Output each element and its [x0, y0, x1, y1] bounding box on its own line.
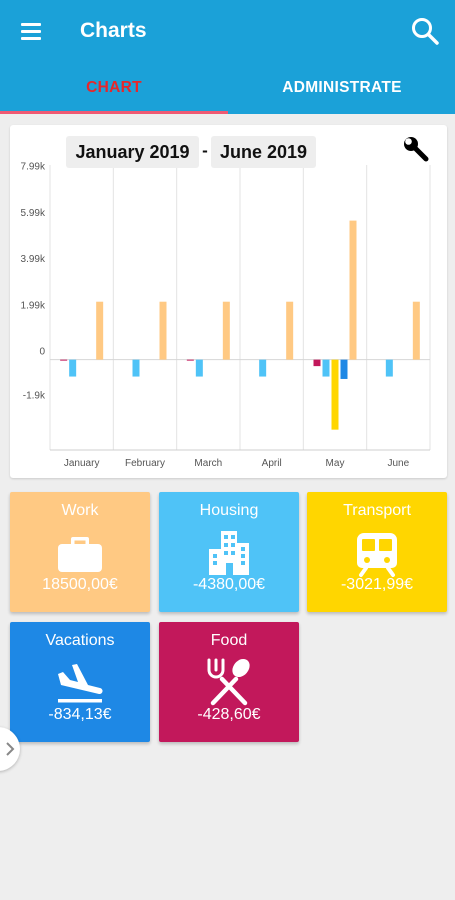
tile-label: Work: [61, 502, 99, 519]
bar-housing-january: [69, 359, 77, 377]
bar-housing-may: [322, 359, 330, 377]
bar-work-may: [349, 220, 357, 360]
tile-amount: 18500,00€: [42, 576, 118, 593]
bar-food-march: [186, 359, 194, 361]
y-tick-label: 1.99k: [21, 301, 46, 312]
bar-vacations-may: [340, 359, 348, 379]
app-title: Charts: [80, 19, 147, 42]
tile-label: Vacations: [45, 632, 115, 649]
fork-spoon-icon: [207, 658, 250, 706]
wrench-icon[interactable]: [402, 135, 432, 165]
bar-work-january: [96, 301, 104, 360]
bar-work-march: [222, 301, 230, 360]
y-tick-label: -1.9k: [23, 391, 46, 402]
tab-administrate[interactable]: ADMINISTRATE: [282, 79, 402, 96]
building-icon: [209, 531, 249, 575]
y-tick-label: 5.99k: [21, 208, 46, 219]
train-icon: [357, 533, 397, 577]
category-tile-work[interactable]: Work 18500,00€: [10, 492, 150, 612]
bar-work-april: [286, 301, 294, 360]
bar-housing-june: [385, 359, 393, 377]
bar-work-june: [412, 301, 420, 360]
tile-amount: -4380,00€: [192, 576, 266, 593]
briefcase-icon: [58, 537, 102, 572]
end-date-selector[interactable]: June 2019: [211, 136, 316, 168]
category-tile-housing[interactable]: Housing -4380,00€: [159, 492, 299, 612]
tile-label: Transport: [343, 502, 411, 519]
chart-card: 7.99k 5.99k 3.99k 1.99k 0 -1.9k January Februar…: [10, 125, 447, 478]
bar-chart: 7.99k 5.99k 3.99k 1.99k 0 -1.9k January Februar…: [21, 162, 431, 469]
x-tick-label: June: [387, 458, 409, 469]
x-tick-label: January: [64, 458, 100, 469]
bar-work-february: [159, 301, 167, 360]
y-tick-label: 0: [39, 347, 45, 358]
airplane-landing-icon: [58, 664, 103, 703]
app-bar: Charts: [0, 0, 455, 62]
bar-transport-may: [331, 359, 339, 430]
tab-bar: CHART ADMINISTRATE: [0, 62, 455, 114]
y-tick-label: 7.99k: [21, 162, 46, 173]
category-tile-transport[interactable]: Transport -3021,99€: [307, 492, 447, 612]
menu-icon[interactable]: [19, 20, 43, 42]
chevron-right-icon: [6, 742, 15, 756]
date-range-separator: -: [202, 141, 208, 160]
x-tick-label: May: [326, 458, 345, 469]
x-tick-label: March: [194, 458, 222, 469]
search-icon[interactable]: [410, 16, 440, 46]
x-tick-label: April: [262, 458, 282, 469]
tile-amount: -834,13€: [48, 706, 112, 723]
category-tile-vacations[interactable]: Vacations -834,13€: [10, 622, 150, 742]
start-date-selector[interactable]: January 2019: [66, 136, 199, 168]
bar-housing-march: [195, 359, 203, 377]
x-tick-label: February: [125, 458, 165, 469]
y-tick-label: 3.99k: [21, 254, 46, 265]
bar-housing-april: [259, 359, 267, 377]
bar-housing-february: [132, 359, 140, 377]
bar-food-january: [60, 359, 68, 361]
tile-amount: -428,60€: [197, 706, 261, 723]
drawer-toggle[interactable]: [0, 727, 20, 771]
category-tile-food[interactable]: Food -428,60€: [159, 622, 299, 742]
bar-food-may: [313, 359, 321, 367]
tab-indicator: [0, 111, 228, 114]
tab-chart[interactable]: CHART: [86, 79, 142, 96]
tile-label: Food: [210, 632, 248, 649]
tile-amount: -3021,99€: [340, 576, 414, 593]
tile-label: Housing: [199, 502, 259, 519]
